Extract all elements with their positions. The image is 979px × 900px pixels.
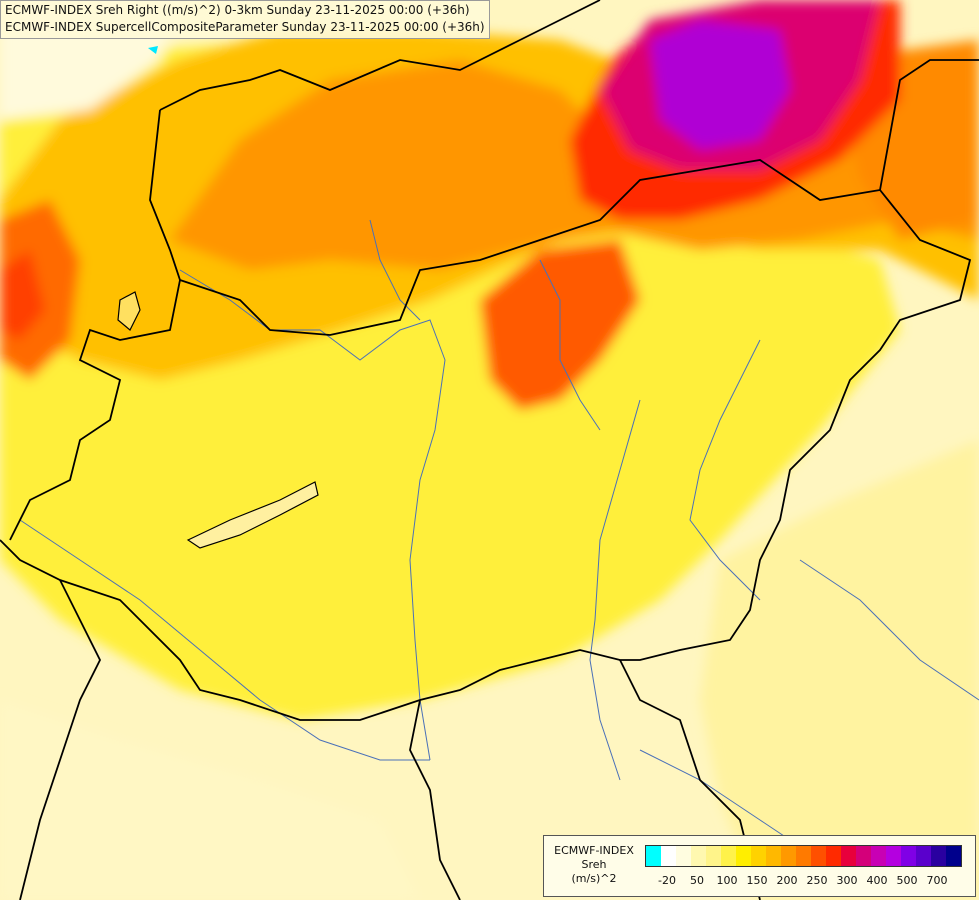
legend-swatch (661, 846, 676, 866)
header-line-1: ECMWF-INDEX Sreh Right ((m/s)^2) 0-3km S… (5, 3, 470, 17)
legend-swatch (751, 846, 766, 866)
legend-swatch (901, 846, 916, 866)
lake-neusiedl (117, 291, 141, 331)
legend-swatch (781, 846, 796, 866)
legend-swatch (736, 846, 751, 866)
legend-swatch (766, 846, 781, 866)
color-legend: ECMWF-INDEX Sreh (m/s)^2 -20 50 100 150 200 2… (543, 835, 976, 897)
legend-swatch (706, 846, 721, 866)
header-line-2: ECMWF-INDEX SupercellCompositeParameter … (5, 20, 485, 34)
legend-swatch (931, 846, 946, 866)
legend-swatch (811, 846, 826, 866)
legend-ticks: -20 50 100 150 200 250 300 400 500 700 (645, 874, 965, 890)
legend-tick-label: -20 (658, 874, 676, 887)
legend-swatch (916, 846, 931, 866)
legend-swatch (676, 846, 691, 866)
legend-tick-label: 50 (690, 874, 704, 887)
cyan-patch (148, 46, 158, 54)
legend-swatch (871, 846, 886, 866)
legend-tick-label: 250 (806, 874, 828, 887)
legend-tick-label: 300 (836, 874, 858, 887)
legend-title-line-1: ECMWF-INDEX (554, 844, 634, 857)
legend-swatch (946, 846, 961, 866)
legend-title: ECMWF-INDEX Sreh (m/s)^2 (544, 844, 644, 886)
legend-swatch (646, 846, 661, 866)
legend-tick-label: 700 (926, 874, 948, 887)
legend-swatch (721, 846, 736, 866)
lake-balaton (186, 481, 319, 549)
legend-title-line-2: Sreh (581, 858, 607, 871)
legend-tick-label: 100 (716, 874, 738, 887)
legend-tick-label: 500 (896, 874, 918, 887)
legend-swatch (841, 846, 856, 866)
map-header: ECMWF-INDEX Sreh Right ((m/s)^2) 0-3km S… (0, 0, 490, 39)
legend-swatch (796, 846, 811, 866)
legend-swatch (856, 846, 871, 866)
legend-swatch (691, 846, 706, 866)
legend-swatches (645, 845, 962, 867)
legend-swatch (886, 846, 901, 866)
legend-swatch (826, 846, 841, 866)
legend-tick-label: 400 (866, 874, 888, 887)
legend-tick-label: 150 (746, 874, 768, 887)
legend-tick-label: 200 (776, 874, 798, 887)
legend-title-line-3: (m/s)^2 (571, 872, 617, 885)
